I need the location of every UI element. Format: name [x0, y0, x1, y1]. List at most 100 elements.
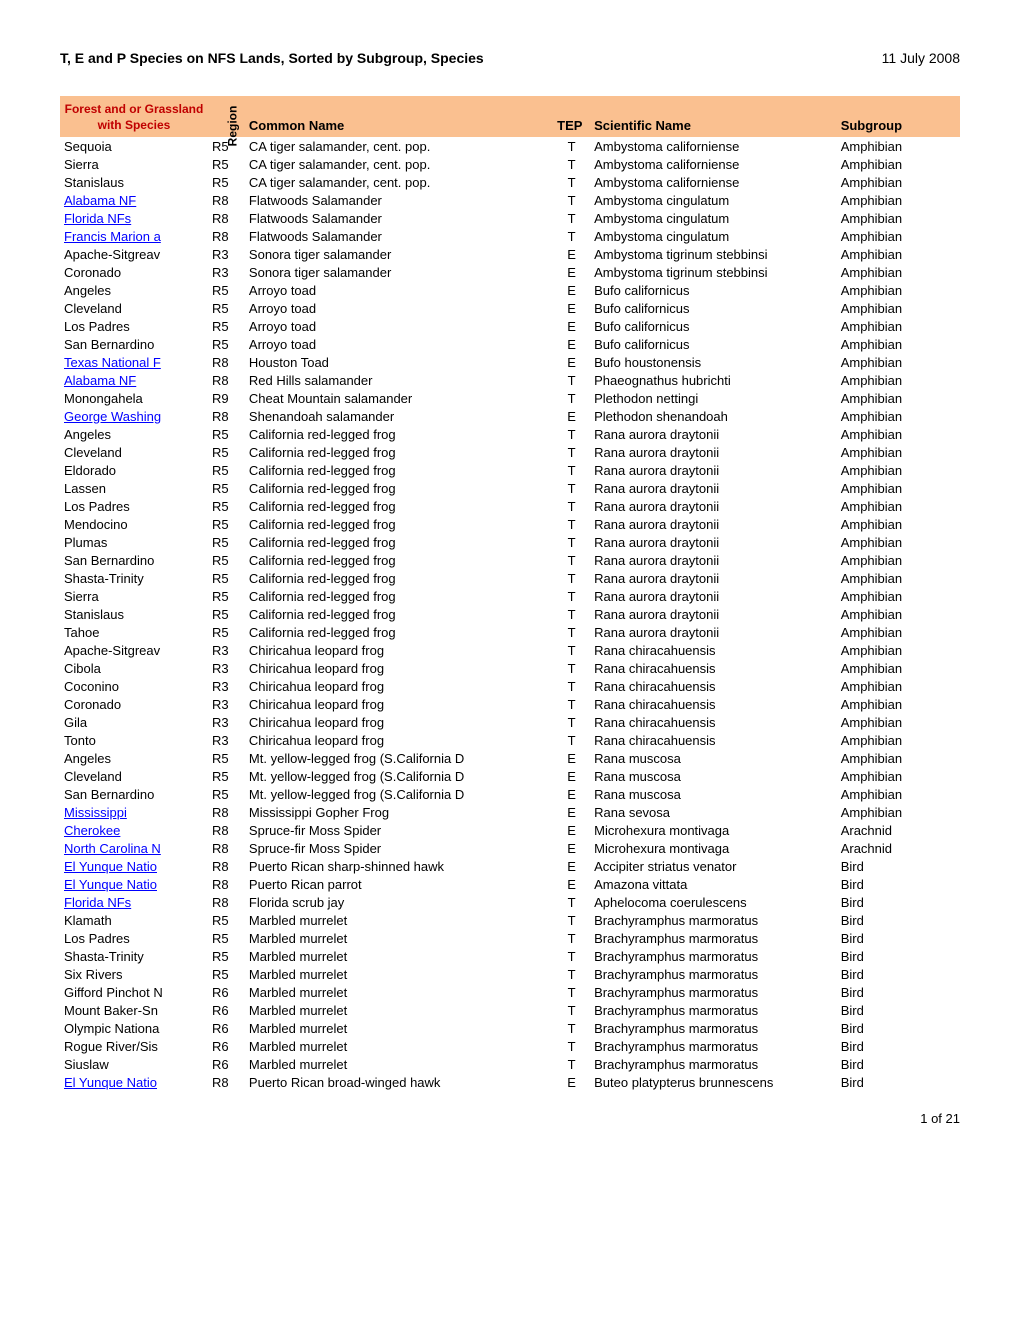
cell-tep: E	[553, 803, 590, 821]
cell-forest: Siuslaw	[60, 1055, 208, 1073]
cell-forest: Gifford Pinchot N	[60, 983, 208, 1001]
forest-link[interactable]: Florida NFs	[64, 895, 131, 910]
cell-subgroup: Bird	[837, 1055, 960, 1073]
table-row: Gifford Pinchot NR6Marbled murreletTBrac…	[60, 983, 960, 1001]
cell-tep: T	[553, 137, 590, 155]
table-row: Alabama NFR8Red Hills salamanderTPhaeogn…	[60, 371, 960, 389]
cell-tep: T	[553, 1037, 590, 1055]
table-row: PlumasR5California red-legged frogTRana …	[60, 533, 960, 551]
forest-link[interactable]: Francis Marion a	[64, 229, 161, 244]
cell-subgroup: Amphibian	[837, 335, 960, 353]
cell-subgroup: Amphibian	[837, 497, 960, 515]
forest-link[interactable]: Florida NFs	[64, 211, 131, 226]
cell-scientific: Rana aurora draytonii	[590, 623, 837, 641]
cell-tep: T	[553, 443, 590, 461]
cell-forest: Los Padres	[60, 929, 208, 947]
table-row: El Yunque NatioR8Puerto Rican sharp-shin…	[60, 857, 960, 875]
cell-region: R5	[208, 335, 245, 353]
forest-link[interactable]: Mississippi	[64, 805, 127, 820]
cell-common: California red-legged frog	[245, 587, 553, 605]
cell-region: R5	[208, 965, 245, 983]
cell-subgroup: Amphibian	[837, 569, 960, 587]
cell-tep: T	[553, 605, 590, 623]
cell-region: R3	[208, 245, 245, 263]
cell-tep: E	[553, 857, 590, 875]
cell-common: Mississippi Gopher Frog	[245, 803, 553, 821]
cell-tep: T	[553, 515, 590, 533]
cell-region: R3	[208, 677, 245, 695]
cell-region: R8	[208, 407, 245, 425]
cell-common: Florida scrub jay	[245, 893, 553, 911]
cell-region: R5	[208, 281, 245, 299]
header-subgroup: Subgroup	[837, 96, 960, 137]
header-common: Common Name	[245, 96, 553, 137]
cell-common: Marbled murrelet	[245, 1055, 553, 1073]
cell-common: Chiricahua leopard frog	[245, 713, 553, 731]
cell-subgroup: Amphibian	[837, 479, 960, 497]
table-row: AngelesR5Arroyo toadEBufo californicusAm…	[60, 281, 960, 299]
cell-tep: E	[553, 821, 590, 839]
table-row: TontoR3Chiricahua leopard frogTRana chir…	[60, 731, 960, 749]
cell-tep: T	[553, 731, 590, 749]
cell-subgroup: Amphibian	[837, 641, 960, 659]
cell-region: R5	[208, 461, 245, 479]
table-row: KlamathR5Marbled murreletTBrachyramphus …	[60, 911, 960, 929]
table-row: Mount Baker-SnR6Marbled murreletTBrachyr…	[60, 1001, 960, 1019]
cell-scientific: Rana aurora draytonii	[590, 569, 837, 587]
cell-scientific: Buteo platypterus brunnescens	[590, 1073, 837, 1091]
cell-tep: T	[553, 209, 590, 227]
forest-link[interactable]: Alabama NF	[64, 373, 136, 388]
cell-forest: Cleveland	[60, 443, 208, 461]
cell-subgroup: Amphibian	[837, 785, 960, 803]
cell-common: California red-legged frog	[245, 533, 553, 551]
cell-scientific: Rana aurora draytonii	[590, 479, 837, 497]
cell-scientific: Rana muscosa	[590, 767, 837, 785]
cell-common: Chiricahua leopard frog	[245, 641, 553, 659]
forest-link[interactable]: Cherokee	[64, 823, 120, 838]
cell-forest: Angeles	[60, 749, 208, 767]
cell-scientific: Brachyramphus marmoratus	[590, 947, 837, 965]
cell-common: California red-legged frog	[245, 569, 553, 587]
cell-subgroup: Amphibian	[837, 191, 960, 209]
forest-link[interactable]: Alabama NF	[64, 193, 136, 208]
cell-region: R3	[208, 713, 245, 731]
cell-common: Spruce-fir Moss Spider	[245, 821, 553, 839]
cell-scientific: Bufo californicus	[590, 299, 837, 317]
cell-subgroup: Amphibian	[837, 317, 960, 335]
table-row: SierraR5CA tiger salamander, cent. pop.T…	[60, 155, 960, 173]
table-row: StanislausR5California red-legged frogTR…	[60, 605, 960, 623]
cell-forest: Tonto	[60, 731, 208, 749]
cell-forest: North Carolina N	[60, 839, 208, 857]
cell-subgroup: Amphibian	[837, 227, 960, 245]
cell-region: R5	[208, 551, 245, 569]
forest-link[interactable]: El Yunque Natio	[64, 877, 157, 892]
cell-forest: Apache-Sitgreav	[60, 245, 208, 263]
cell-subgroup: Amphibian	[837, 731, 960, 749]
cell-scientific: Brachyramphus marmoratus	[590, 1019, 837, 1037]
cell-scientific: Ambystoma tigrinum stebbinsi	[590, 263, 837, 281]
table-row: Los PadresR5Arroyo toadEBufo californicu…	[60, 317, 960, 335]
forest-link[interactable]: North Carolina N	[64, 841, 161, 856]
cell-tep: T	[553, 155, 590, 173]
forest-link[interactable]: George Washing	[64, 409, 161, 424]
cell-common: CA tiger salamander, cent. pop.	[245, 155, 553, 173]
cell-common: Sonora tiger salamander	[245, 263, 553, 281]
cell-forest: Los Padres	[60, 317, 208, 335]
forest-link[interactable]: El Yunque Natio	[64, 859, 157, 874]
forest-link[interactable]: El Yunque Natio	[64, 1075, 157, 1090]
cell-subgroup: Amphibian	[837, 587, 960, 605]
cell-common: Mt. yellow-legged frog (S.California D	[245, 749, 553, 767]
cell-forest: Coronado	[60, 263, 208, 281]
cell-scientific: Ambystoma cingulatum	[590, 209, 837, 227]
cell-region: R8	[208, 803, 245, 821]
table-row: ClevelandR5California red-legged frogTRa…	[60, 443, 960, 461]
cell-tep: E	[553, 263, 590, 281]
cell-region: R5	[208, 533, 245, 551]
cell-common: Red Hills salamander	[245, 371, 553, 389]
cell-scientific: Brachyramphus marmoratus	[590, 911, 837, 929]
cell-tep: T	[553, 713, 590, 731]
forest-link[interactable]: Texas National F	[64, 355, 161, 370]
cell-tep: T	[553, 551, 590, 569]
cell-region: R3	[208, 263, 245, 281]
page-date: 11 July 2008	[882, 50, 960, 66]
